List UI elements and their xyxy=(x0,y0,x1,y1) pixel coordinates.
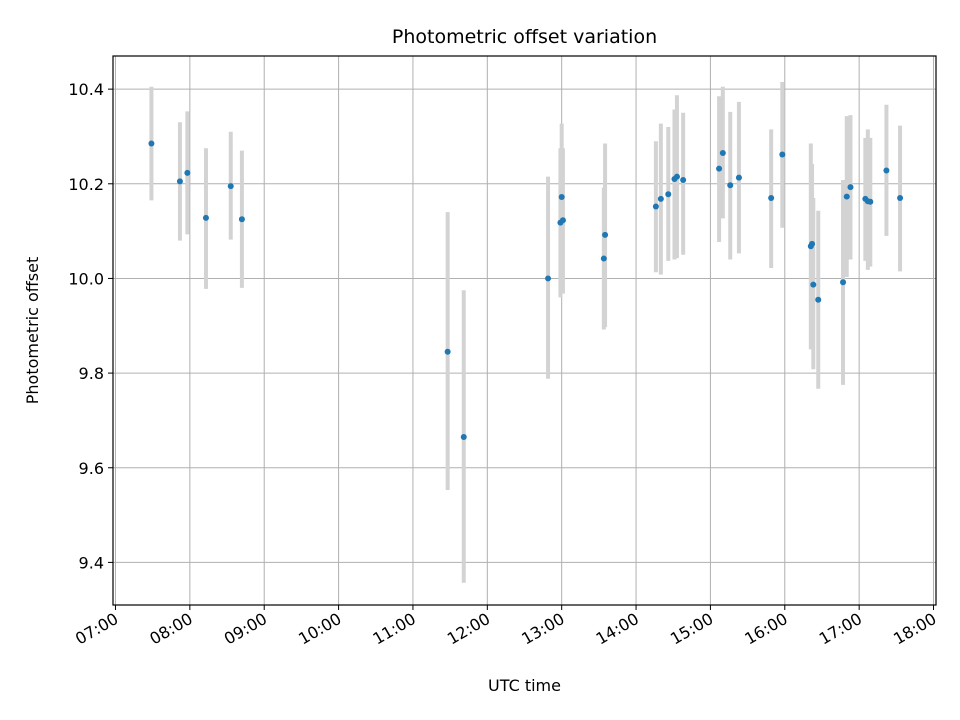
data-point xyxy=(779,151,786,158)
data-point xyxy=(665,191,672,198)
y-tick-label: 9.6 xyxy=(79,459,104,478)
data-point xyxy=(680,176,687,183)
data-point xyxy=(815,296,822,303)
gridlines xyxy=(113,56,936,605)
data-point xyxy=(768,194,775,201)
chart-title: Photometric offset variation xyxy=(392,26,657,48)
data-point xyxy=(897,194,904,201)
data-point xyxy=(735,174,742,181)
data-point xyxy=(176,178,183,185)
data-point xyxy=(843,193,850,200)
data-point xyxy=(602,231,609,238)
data-point xyxy=(716,165,723,172)
data-point xyxy=(867,198,874,205)
data-point xyxy=(227,183,234,190)
data-point xyxy=(148,140,155,147)
data-point xyxy=(673,173,680,180)
data-point xyxy=(600,255,607,262)
data-point xyxy=(719,150,726,157)
data-point xyxy=(883,167,890,174)
data-point xyxy=(444,348,451,355)
data-points xyxy=(148,140,904,440)
y-axis-ticks: 9.4 9.6 9.8 10.0 10.2 10.4 xyxy=(68,80,113,572)
data-point xyxy=(202,214,209,221)
y-tick-label: 10.2 xyxy=(68,175,104,194)
y-tick-label: 9.4 xyxy=(79,553,104,572)
data-point xyxy=(657,195,664,202)
data-point xyxy=(238,216,245,223)
data-point xyxy=(559,217,566,224)
data-point xyxy=(810,281,817,288)
data-point xyxy=(847,184,854,191)
data-point xyxy=(545,275,552,282)
y-tick-label: 10.0 xyxy=(68,269,104,288)
x-axis-title: UTC time xyxy=(488,676,561,695)
data-point xyxy=(184,169,191,176)
data-point xyxy=(460,433,467,440)
y-tick-label: 10.4 xyxy=(68,80,104,99)
data-point xyxy=(840,279,847,286)
data-point xyxy=(558,194,565,201)
data-point xyxy=(727,182,734,189)
y-tick-label: 9.8 xyxy=(79,364,104,383)
data-point xyxy=(809,240,816,247)
data-point xyxy=(652,203,659,210)
plot-area-frame xyxy=(112,55,937,606)
y-axis-title: Photometric offset xyxy=(23,257,42,405)
